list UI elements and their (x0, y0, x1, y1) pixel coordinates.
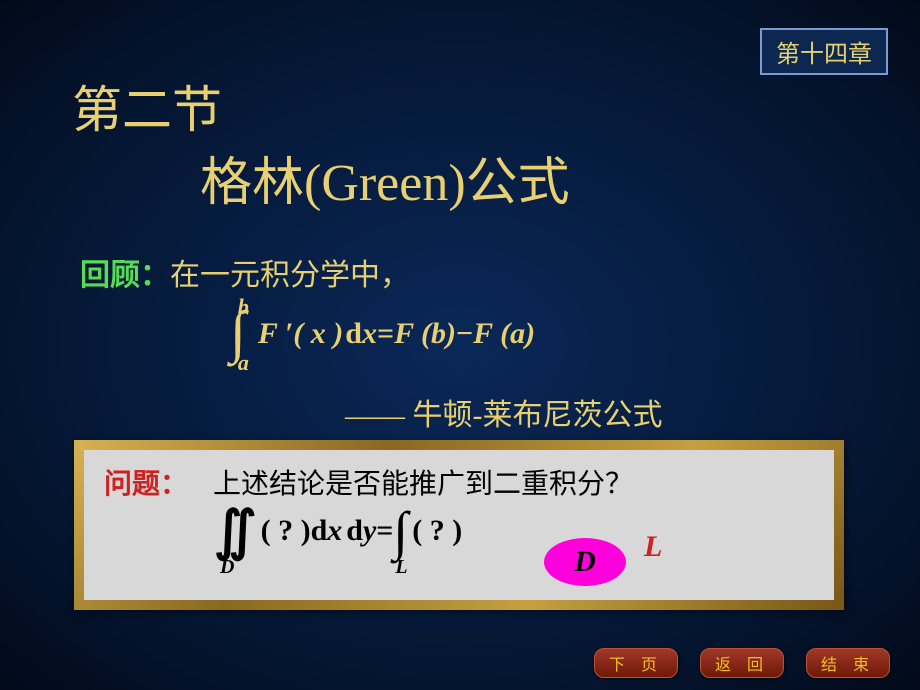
back-button[interactable]: 返 回 (700, 648, 784, 678)
dy-d: d (346, 514, 363, 548)
q2: ( ? ) (412, 514, 462, 548)
curve-l: L (395, 556, 407, 579)
f-b: F (b) (394, 317, 456, 351)
chapter-badge: 第十四章 (760, 28, 888, 75)
question-box: 问题： 上述结论是否能推广到二重积分？ ∬ D ( ? ) d x d y = … (74, 440, 844, 610)
f-a: F (a) (473, 317, 535, 351)
region-ellipse: D (544, 538, 626, 586)
minus: − (456, 317, 473, 351)
equals: = (377, 317, 394, 351)
newton-leibniz-formula: ∫ b a F ′ ( x ) d x = F (b) − F (a) (230, 300, 535, 367)
question-label: 问题： (104, 468, 188, 499)
ellipse-d-label: D (574, 545, 596, 579)
question-text: 上述结论是否能推广到二重积分？ (213, 469, 633, 500)
formula-name: —— 牛顿-莱布尼茨公式 (345, 390, 663, 434)
lower-limit: a (238, 350, 249, 376)
integrand-var: ( x ) (293, 317, 343, 351)
next-page-button[interactable]: 下 页 (594, 648, 678, 678)
upper-limit: b (238, 294, 249, 320)
end-button[interactable]: 结 束 (806, 648, 890, 678)
dx-d: d (311, 514, 328, 548)
section-label: 第二节 (72, 70, 222, 142)
dy-y: y (363, 514, 376, 548)
review-line: 回顾：在一元积分学中， (80, 250, 410, 294)
double-integral-formula: ∬ D ( ? ) d x d y = ∫ L ( ? ) (214, 504, 462, 558)
line-integral-sign: ∫ (393, 501, 408, 561)
q1: ( ? ) (261, 514, 311, 548)
review-text: 在一元积分学中， (170, 259, 410, 292)
question-line: 问题： 上述结论是否能推广到二重积分？ (104, 462, 633, 502)
equals2: = (376, 514, 393, 548)
double-integral-sign: ∬ (214, 501, 257, 561)
diff-x: x (362, 317, 377, 351)
nav-buttons: 下 页 返 回 结 束 (594, 648, 890, 678)
review-label: 回顾： (80, 259, 170, 292)
dx-x: x (327, 514, 342, 548)
boundary-l-label: L (644, 530, 662, 564)
integrand-fprime: F ′ (258, 317, 293, 351)
slide-title: 格林(Green)公式 (200, 140, 570, 215)
diff-d: d (345, 317, 362, 351)
region-d: D (220, 556, 234, 579)
